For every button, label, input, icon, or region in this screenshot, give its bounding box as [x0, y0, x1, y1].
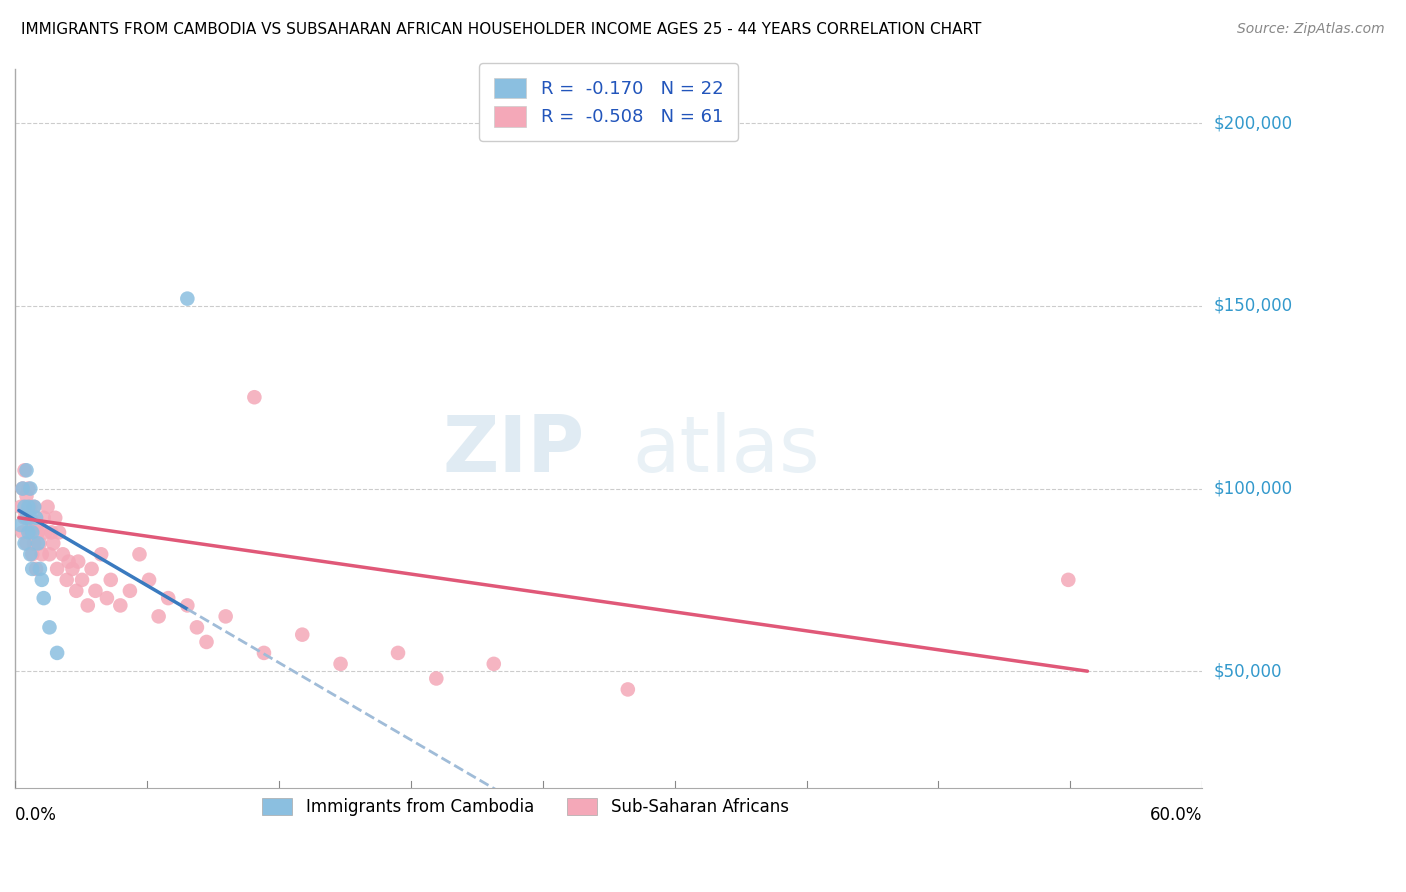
- Point: [20, 500, 42, 514]
- Text: 0.0%: 0.0%: [15, 806, 56, 824]
- Point: [243, 390, 266, 404]
- Text: 60.0%: 60.0%: [1150, 806, 1202, 824]
- Text: $100,000: $100,000: [1213, 480, 1292, 498]
- Text: IMMIGRANTS FROM CAMBODIA VS SUBSAHARAN AFRICAN HOUSEHOLDER INCOME AGES 25 - 44 Y: IMMIGRANTS FROM CAMBODIA VS SUBSAHARAN A…: [21, 22, 981, 37]
- Point: [80, 562, 103, 576]
- Point: [58, 555, 80, 569]
- Point: [13, 510, 35, 524]
- Point: [118, 583, 141, 598]
- Point: [13, 500, 35, 514]
- Point: [10, 518, 32, 533]
- Point: [17, 482, 39, 496]
- Point: [15, 536, 38, 550]
- Legend: Immigrants from Cambodia, Sub-Saharan Africans: Immigrants from Cambodia, Sub-Saharan Af…: [256, 791, 796, 823]
- Point: [15, 463, 38, 477]
- Point: [22, 500, 45, 514]
- Point: [27, 525, 49, 540]
- Point: [21, 547, 44, 561]
- Point: [11, 482, 34, 496]
- Point: [25, 510, 48, 524]
- Point: [387, 646, 409, 660]
- Point: [17, 525, 39, 540]
- Point: [25, 562, 48, 576]
- Point: [176, 292, 198, 306]
- Point: [148, 609, 170, 624]
- Point: [34, 525, 56, 540]
- Point: [17, 500, 39, 514]
- Point: [96, 591, 118, 606]
- Point: [20, 547, 42, 561]
- Point: [31, 573, 53, 587]
- Point: [176, 599, 198, 613]
- Point: [1057, 573, 1080, 587]
- Point: [65, 583, 87, 598]
- Point: [157, 591, 180, 606]
- Point: [11, 482, 34, 496]
- Point: [13, 463, 35, 477]
- Point: [617, 682, 640, 697]
- Point: [17, 510, 39, 524]
- Point: [25, 518, 48, 533]
- Point: [128, 547, 150, 561]
- Point: [482, 657, 505, 671]
- Point: [138, 573, 160, 587]
- Point: [15, 489, 38, 503]
- Point: [20, 510, 42, 524]
- Point: [186, 620, 208, 634]
- Point: [214, 609, 236, 624]
- Point: [28, 536, 51, 550]
- Point: [20, 482, 42, 496]
- Text: $200,000: $200,000: [1213, 114, 1292, 132]
- Point: [32, 510, 55, 524]
- Point: [41, 525, 63, 540]
- Text: ZIP: ZIP: [443, 412, 585, 488]
- Point: [11, 525, 34, 540]
- Point: [21, 518, 44, 533]
- Point: [31, 547, 53, 561]
- Point: [27, 536, 49, 550]
- Point: [329, 657, 352, 671]
- Point: [21, 562, 44, 576]
- Point: [22, 536, 45, 550]
- Point: [70, 573, 93, 587]
- Point: [22, 500, 45, 514]
- Point: [291, 627, 314, 641]
- Point: [38, 620, 60, 634]
- Text: Source: ZipAtlas.com: Source: ZipAtlas.com: [1237, 22, 1385, 37]
- Text: atlas: atlas: [633, 412, 820, 488]
- Point: [21, 525, 44, 540]
- Point: [52, 547, 75, 561]
- Point: [20, 525, 42, 540]
- Point: [46, 646, 69, 660]
- Point: [38, 547, 60, 561]
- Point: [28, 562, 51, 576]
- Text: $50,000: $50,000: [1213, 662, 1282, 681]
- Point: [42, 536, 65, 550]
- Point: [37, 500, 59, 514]
- Point: [10, 500, 32, 514]
- Point: [62, 562, 84, 576]
- Point: [100, 573, 122, 587]
- Point: [195, 635, 218, 649]
- Point: [425, 672, 447, 686]
- Point: [90, 547, 112, 561]
- Point: [13, 536, 35, 550]
- Text: $150,000: $150,000: [1213, 297, 1292, 315]
- Point: [253, 646, 276, 660]
- Point: [15, 510, 38, 524]
- Point: [67, 555, 90, 569]
- Point: [32, 591, 55, 606]
- Point: [84, 583, 107, 598]
- Point: [46, 562, 69, 576]
- Point: [44, 510, 66, 524]
- Point: [110, 599, 132, 613]
- Point: [55, 573, 77, 587]
- Point: [48, 525, 70, 540]
- Point: [76, 599, 98, 613]
